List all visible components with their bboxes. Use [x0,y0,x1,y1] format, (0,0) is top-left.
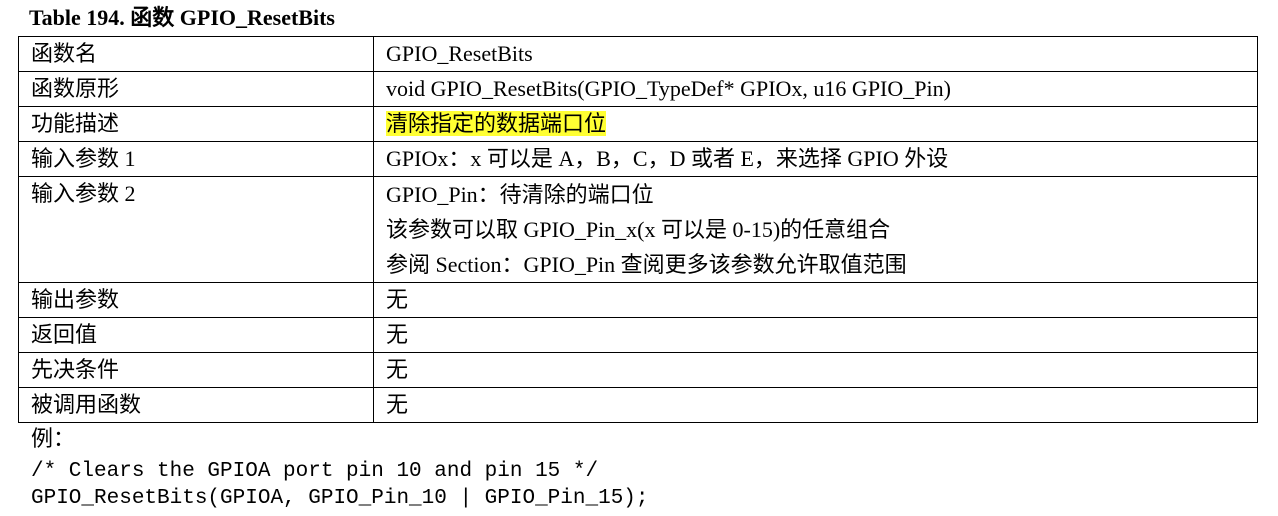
row-value-description-cell: 清除指定的数据端口位 [373,106,1258,142]
table-row: 被调用函数 无 [18,387,1258,423]
table-row: 功能描述 清除指定的数据端口位 [18,106,1258,142]
row-value-function-name: GPIO_ResetBits [373,36,1258,72]
table-row: 返回值 无 [18,317,1258,353]
code-comment-line: /* Clears the GPIOA port pin 10 and pin … [31,460,599,483]
table-row: 函数名 GPIO_ResetBits [18,36,1258,72]
row-label-output-param: 输出参数 [18,282,374,318]
row-label-input-param-2: 输入参数 2 [18,176,374,283]
example-label: 例： [31,426,76,451]
row-label-prototype: 函数原形 [18,71,374,107]
row-value-input-param-2: GPIO_Pin：待清除的端口位 该参数可以取 GPIO_Pin_x(x 可以是… [373,176,1258,283]
table-row: 输出参数 无 [18,282,1258,318]
row-label-input-param-1: 输入参数 1 [18,141,374,177]
row-value-prerequisites: 无 [373,352,1258,388]
row-label-prerequisites: 先决条件 [18,352,374,388]
table-row: 先决条件 无 [18,352,1258,388]
table-row: 函数原形 void GPIO_ResetBits(GPIO_TypeDef* G… [18,71,1258,107]
row-value-prototype: void GPIO_ResetBits(GPIO_TypeDef* GPIOx,… [373,71,1258,107]
row-value-input-param-1: GPIOx：x 可以是 A，B，C，D 或者 E，来选择 GPIO 外设 [373,141,1258,177]
row-label-description: 功能描述 [18,106,374,142]
row-value-output-param: 无 [373,282,1258,318]
table-row: 输入参数 1 GPIOx：x 可以是 A，B，C，D 或者 E，来选择 GPIO… [18,141,1258,177]
row-value-return-value: 无 [373,317,1258,353]
row-label-called-functions: 被调用函数 [18,387,374,423]
row-value-called-functions: 无 [373,387,1258,423]
table-title: Table 194. 函数 GPIO_ResetBits [29,5,335,30]
param-2-line: 该参数可以取 GPIO_Pin_x(x 可以是 0-15)的任意组合 [386,217,891,242]
row-label-function-name: 函数名 [18,36,374,72]
param-2-line: 参阅 Section：GPIO_Pin 查阅更多该参数允许取值范围 [386,252,907,277]
code-call-line: GPIO_ResetBits(GPIOA, GPIO_Pin_10 | GPIO… [31,487,649,510]
param-2-line: GPIO_Pin：待清除的端口位 [386,182,654,207]
highlighted-description: 清除指定的数据端口位 [386,111,607,136]
function-spec-table: 函数名 GPIO_ResetBits 函数原形 void GPIO_ResetB… [18,36,1258,423]
table-row: 输入参数 2 GPIO_Pin：待清除的端口位 该参数可以取 GPIO_Pin_… [18,176,1258,283]
row-label-return-value: 返回值 [18,317,374,353]
